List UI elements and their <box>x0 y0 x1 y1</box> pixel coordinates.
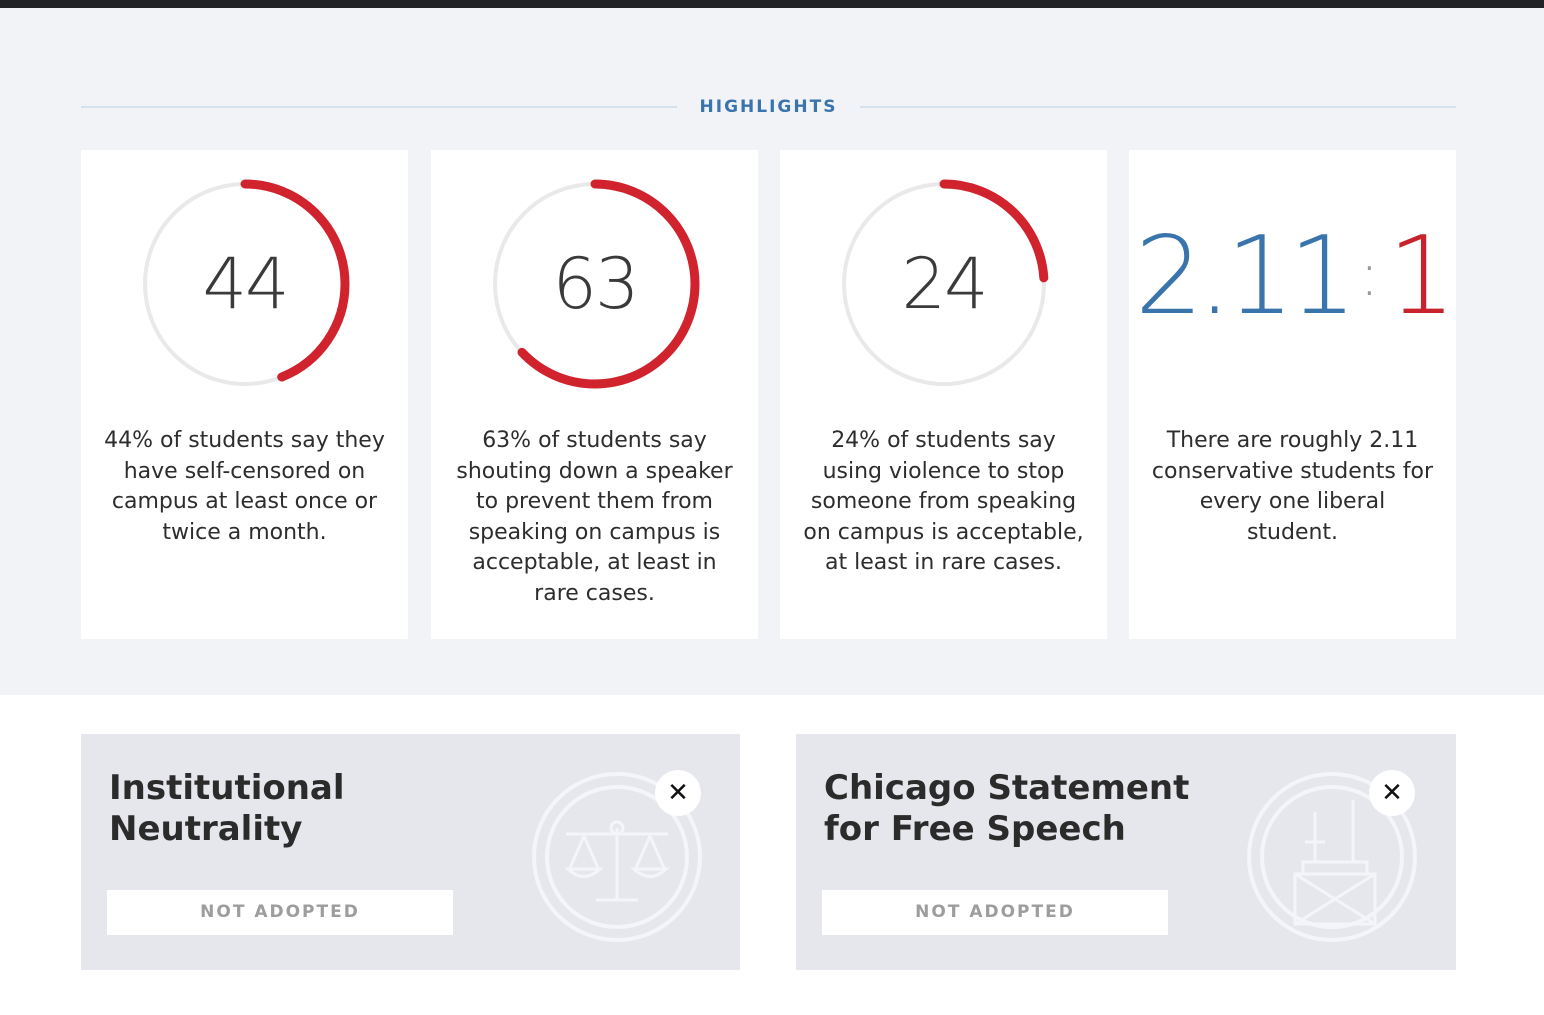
divider-line <box>81 106 677 108</box>
stat-description: 63% of students say shouting down a spea… <box>456 428 733 606</box>
ratio-display: 2.11:1 <box>1129 210 1456 342</box>
ratio-liberal: 1 <box>1387 214 1456 339</box>
policy-title: Chicago Statement for Free Speech <box>824 768 1190 849</box>
section-heading: HIGHLIGHTS <box>699 97 838 117</box>
stat-description: There are roughly 2.11 conservative stud… <box>1151 428 1434 545</box>
stat-card-self-censorship: 44 44% of students say they have self-ce… <box>81 150 408 639</box>
chicago-building-icon <box>1247 772 1417 942</box>
policy-card-chicago-statement: Chicago Statement for Free Speech NOT AD… <box>796 734 1456 970</box>
progress-ring <box>489 178 701 390</box>
progress-ring <box>838 178 1050 390</box>
stat-card-violence: 24 24% of students say using violence to… <box>780 150 1107 639</box>
stat-card-ideology-ratio: 2.11:1 There are roughly 2.11 conservati… <box>1129 150 1456 639</box>
stat-number: 63 <box>552 243 639 325</box>
stat-card-shouting-down: 63 63% of students say shouting down a s… <box>431 150 758 639</box>
stat-description: 24% of students say using violence to st… <box>803 428 1084 575</box>
top-bar <box>0 0 1544 8</box>
ratio-conservative: 2.11 <box>1134 214 1357 339</box>
progress-ring <box>139 178 351 390</box>
policy-status-badge: NOT ADOPTED <box>822 890 1168 935</box>
stat-number: 44 <box>202 243 289 325</box>
close-icon[interactable]: ✕ <box>1369 770 1415 816</box>
ratio-separator: : <box>1359 240 1380 310</box>
close-icon[interactable]: ✕ <box>655 770 701 816</box>
policy-title: Institutional Neutrality <box>109 768 345 849</box>
highlights-section: HIGHLIGHTS 44 44% of students say they h… <box>0 8 1544 695</box>
policy-card-institutional-neutrality: Institutional Neutrality NOT ADOPTED ✕ <box>81 734 740 970</box>
scales-of-justice-icon <box>532 772 702 942</box>
divider-line <box>860 106 1456 108</box>
stat-number: 24 <box>901 243 988 325</box>
policy-status-badge: NOT ADOPTED <box>107 890 453 935</box>
stat-description: 44% of students say they have self-censo… <box>104 428 385 545</box>
